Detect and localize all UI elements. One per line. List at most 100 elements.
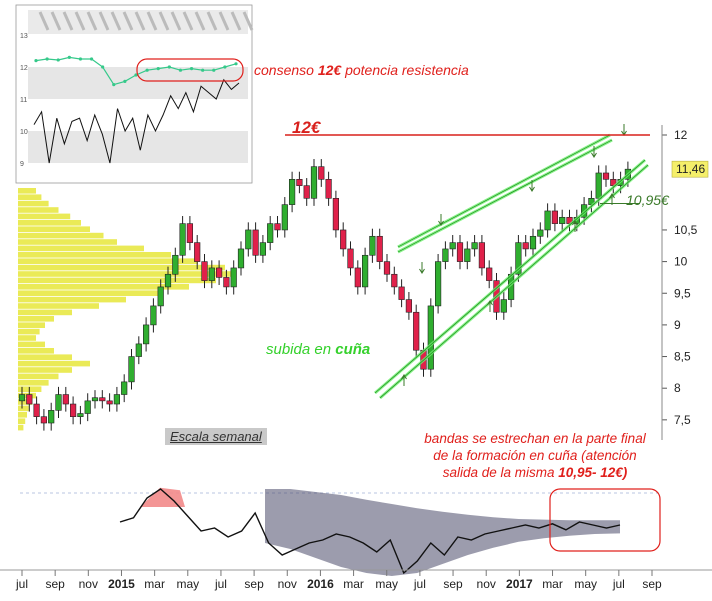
arrow-marker [591, 152, 597, 158]
consensus-point [112, 83, 116, 87]
consensus-point [178, 68, 183, 72]
candle-body [26, 394, 33, 405]
inset-date-label [158, 11, 170, 31]
arrow-marker [572, 220, 578, 226]
candle-body [559, 216, 566, 224]
candle-body [164, 273, 172, 288]
x-tick-label: mar [542, 577, 563, 591]
candle-body [325, 179, 332, 199]
volume-profile-bar [18, 335, 36, 341]
x-tick-label: 2017 [506, 577, 533, 591]
volume-profile-bar [18, 309, 72, 316]
candle-body [296, 179, 303, 186]
candle-body [216, 267, 223, 278]
consensus-point [89, 57, 94, 61]
inset-tick-label: 9 [20, 161, 24, 168]
candle-body [157, 286, 164, 307]
inset-price-line [33, 78, 240, 164]
inset-date-label [98, 11, 110, 31]
volume-profile-bar [18, 264, 225, 271]
volume-profile-bar [18, 348, 54, 354]
support-label: 10,95€ [626, 192, 669, 208]
candle-body [113, 394, 120, 405]
candle-body [551, 210, 558, 224]
candle-body [252, 229, 259, 256]
candle-body [259, 242, 267, 256]
inset-date-label [110, 11, 122, 31]
consensus-point [201, 68, 205, 72]
arrow-marker [419, 268, 425, 274]
candle-body [128, 356, 135, 383]
candle-body [522, 242, 529, 250]
candle-body [332, 198, 340, 231]
candle-body [223, 277, 230, 288]
volume-profile-bar [18, 373, 59, 380]
candle-body [77, 413, 84, 417]
candle-body [48, 410, 55, 424]
candle-body [237, 248, 245, 269]
consensus-point [34, 59, 38, 63]
candle-body [602, 172, 610, 180]
last-price-box [671, 160, 709, 178]
candles [18, 159, 631, 431]
candle-body [361, 254, 369, 288]
candle-body [303, 185, 310, 199]
inset-tick-label: 13 [20, 33, 28, 40]
oscillator-highlight-box [549, 488, 661, 552]
consensus-point [156, 67, 160, 71]
volume-profile-bar [18, 424, 24, 431]
candle-body [40, 416, 47, 424]
price-tick-label: 10,5 [674, 223, 698, 237]
volume-profile-bar [18, 220, 81, 226]
arrow-marker [401, 374, 407, 380]
candle-body [478, 242, 486, 269]
x-tick-label: jul [15, 577, 28, 591]
candle-body [405, 299, 413, 313]
annotation-subida: subida en cuña [266, 341, 371, 358]
price-tick-label: 10 [674, 255, 688, 269]
candle-body [391, 273, 398, 288]
volume-profile-bar [18, 232, 104, 239]
price-axis: 12 10,5 10 9,5 9 8,5 8 7,5 11,46 [661, 125, 709, 440]
volume-profile-bar [18, 322, 45, 328]
candle-body [369, 235, 376, 256]
candle-body [340, 229, 347, 250]
volume-profile-bar [18, 354, 72, 360]
candle-body [267, 223, 274, 243]
inset-band [28, 131, 248, 163]
inset-tick-label: 12 [20, 65, 28, 72]
inset-date-label [230, 11, 242, 31]
candle-body [288, 179, 296, 205]
consensus-point [45, 57, 49, 61]
inset-tick-label: 10 [20, 129, 28, 136]
arrow-marker [609, 193, 615, 199]
consensus-point [123, 79, 127, 83]
candle-body [194, 242, 201, 262]
inset-date-label [194, 11, 206, 31]
consensus-point [234, 62, 238, 66]
candle-body [135, 343, 142, 357]
volume-profile-bar [18, 284, 189, 290]
candle-body [230, 267, 237, 288]
x-tick-label: may [176, 577, 199, 591]
candle-body [449, 242, 456, 250]
candle-body [143, 324, 150, 345]
consensus-point [78, 57, 83, 61]
price-tick-label: 9 [674, 318, 681, 332]
volume-profile-bar [18, 405, 29, 412]
consensus-inset-chart: 13 12 11 10 9 [15, 4, 254, 184]
consensus-point [101, 65, 105, 69]
arrow-marker [487, 300, 493, 306]
oscillator-band [265, 489, 620, 576]
volume-profile-bar [18, 380, 49, 386]
x-tick-label: sep [244, 577, 264, 591]
consensus-point [223, 65, 227, 69]
oscillator-panel [20, 487, 661, 576]
inset-band [28, 67, 248, 99]
candle-body [537, 229, 544, 237]
x-tick-label: jul [214, 577, 227, 591]
x-tick-label: mar [343, 577, 364, 591]
inset-date-label [218, 11, 230, 31]
volume-profile-bar [18, 360, 90, 367]
